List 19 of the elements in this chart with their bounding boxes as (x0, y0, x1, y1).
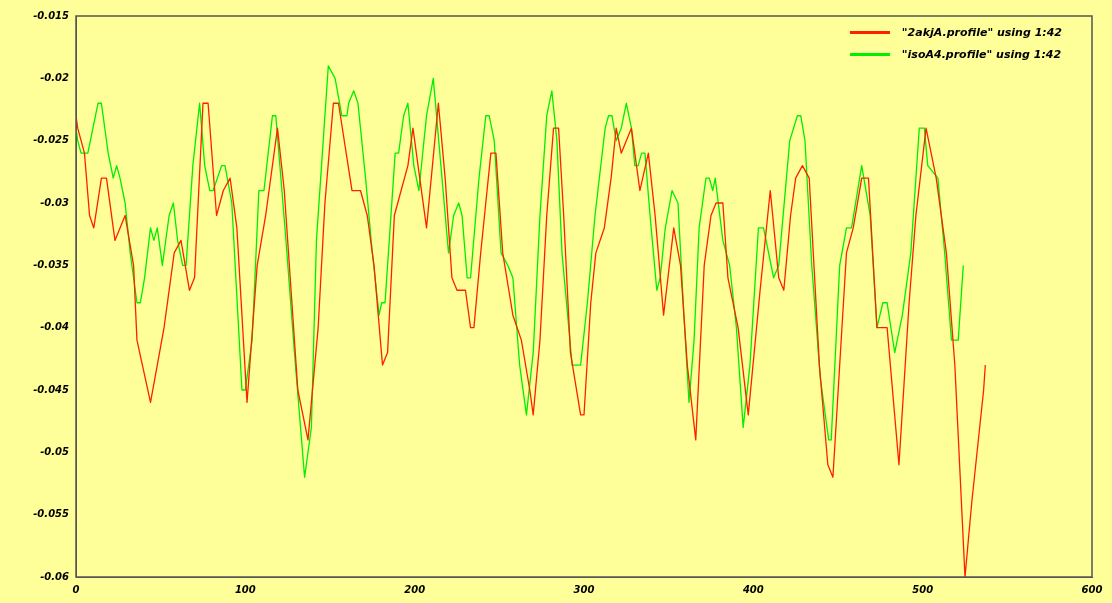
legend-label: "isoA4.profile" using 1:42 (901, 48, 1062, 61)
y-tick-label: -0.05 (40, 445, 70, 457)
y-tick-label: -0.04 (40, 321, 70, 333)
x-tick-label: 400 (741, 583, 764, 595)
y-tick-label: -0.035 (33, 258, 70, 270)
x-tick-label: 300 (573, 583, 595, 595)
legend-label: "2akjA.profile" using 1:42 (901, 26, 1062, 39)
y-tick-label: -0.015 (33, 9, 70, 21)
x-tick-label: 500 (912, 583, 934, 595)
y-tick-label: -0.025 (33, 134, 70, 146)
y-tick-label: -0.03 (40, 196, 70, 208)
y-tick-label: -0.02 (40, 71, 70, 83)
x-tick-label: 600 (1081, 583, 1103, 595)
y-tick-label: -0.055 (33, 508, 70, 520)
y-tick-label: -0.06 (40, 570, 70, 582)
x-tick-label: 100 (234, 583, 256, 595)
y-tick-label: -0.045 (33, 383, 70, 395)
x-tick-label: 0 (72, 583, 80, 595)
x-tick-label: 200 (404, 583, 426, 595)
